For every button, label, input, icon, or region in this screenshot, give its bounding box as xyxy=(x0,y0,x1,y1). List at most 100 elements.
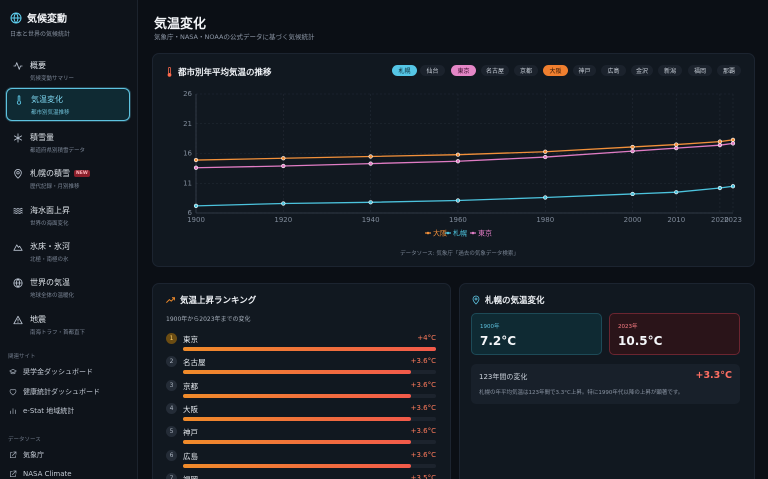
nav-item-0[interactable]: 概要 気候変動サマリー xyxy=(6,55,130,88)
sapporo-start-box: 1900年 7.2°C xyxy=(471,313,602,355)
ranking-row: 5 神戸 +3.6°C xyxy=(166,426,436,446)
nav-item-1[interactable]: 気温変化都市別気温推移 xyxy=(6,88,130,121)
sources-link-0[interactable]: 気象庁 xyxy=(9,450,44,460)
end-value: 10.5°C xyxy=(618,334,663,348)
rank-city: 広島 xyxy=(183,451,198,461)
ranking-note: 1900年から2023年までの変化 xyxy=(166,316,251,323)
rank-number: 6 xyxy=(166,449,177,461)
waves-icon xyxy=(13,207,23,214)
bar-chart-icon xyxy=(10,408,16,414)
sources-link-1[interactable]: NASA Climate xyxy=(9,470,72,478)
link-label: e-Stat 地域統計 xyxy=(23,407,75,415)
end-year: 2023年 xyxy=(618,324,638,330)
rank-bar-track xyxy=(183,416,436,421)
nav-item-label: 積雪量 xyxy=(30,133,54,142)
city-chip-2[interactable]: 東京 xyxy=(451,65,476,76)
city-chip-10[interactable]: 福岡 xyxy=(688,65,712,76)
ranking-title-text: 気温上昇ランキング xyxy=(180,296,257,306)
rank-value: +3.6°C xyxy=(410,357,436,366)
snowflake-icon xyxy=(13,133,23,143)
page-title: 気温変化 xyxy=(154,17,207,32)
chart-source-note: データソース: 気象庁「過去の気象データ検索」 xyxy=(400,251,519,257)
rank-bar-fill xyxy=(183,393,411,398)
related-sites-heading: 関連サイト xyxy=(8,354,36,360)
map-pin-icon xyxy=(472,295,480,305)
nav-item-sub: 南海トラフ・首都直下 xyxy=(30,330,86,336)
rank-city: 大阪 xyxy=(183,404,198,414)
link-label: 奨学金ダッシュボード xyxy=(23,368,93,376)
rank-value: +3.6°C xyxy=(410,403,436,412)
nav-item-2[interactable]: 積雪量都道府県別積雪データ xyxy=(6,127,130,160)
rank-city: 名古屋 xyxy=(183,358,206,368)
nav-item-label: 気温変化 xyxy=(31,95,63,104)
related-link-0[interactable]: 奨学金ダッシュボード xyxy=(9,367,93,377)
data-sources-heading: データソース xyxy=(8,437,41,443)
rank-value: +4°C xyxy=(417,334,436,342)
nav-item-4[interactable]: 海水面上昇 世界の海面変化 xyxy=(6,200,130,233)
alert-triangle-icon xyxy=(13,315,23,325)
rank-number: 2 xyxy=(166,356,177,368)
nav-item-sub: 都市別気温推移 xyxy=(31,110,70,116)
related-link-2[interactable]: e-Stat 地域統計 xyxy=(9,406,74,416)
rank-number: 1 xyxy=(166,333,177,344)
temperature-trend-title: 都市別年平均気温の推移 xyxy=(166,66,272,78)
nav-item-sub: 都道府県別積雪データ xyxy=(30,148,86,154)
nav-item-sub: 北極・南極の氷 xyxy=(30,257,69,263)
ranking-row: 3 京都 +3.6°C xyxy=(166,379,436,400)
new-badge: NEW xyxy=(74,170,90,177)
city-chip-6[interactable]: 神戸 xyxy=(573,65,596,76)
ranking-row: 7 福岡 +3.5°C xyxy=(166,472,436,479)
link-label: 健康統計ダッシュボード xyxy=(23,388,100,396)
nav-item-6[interactable]: 世界の気温地球全体の温暖化 xyxy=(6,272,130,305)
city-chip-9[interactable]: 新潟 xyxy=(658,65,682,76)
city-chip-0[interactable]: 札幌 xyxy=(392,65,417,76)
city-chip-7[interactable]: 広島 xyxy=(601,65,626,76)
city-chip-8[interactable]: 金沢 xyxy=(631,65,653,76)
rank-bar-track xyxy=(183,463,436,468)
nav-item-label: 海水面上昇 xyxy=(30,206,70,215)
rank-bar-fill xyxy=(183,416,411,421)
city-chip-3[interactable]: 名古屋 xyxy=(481,65,509,76)
nav-item-label: 世界の気温 xyxy=(30,278,70,287)
rank-city: 神戸 xyxy=(183,428,198,438)
start-year: 1900年 xyxy=(480,324,500,330)
nav-item-7[interactable]: 地震 南海トラフ・首都直下 xyxy=(6,309,130,342)
external-link-icon xyxy=(10,470,17,477)
city-chip-11[interactable]: 那覇 xyxy=(717,65,741,76)
nav-item-5[interactable]: 氷床・氷河北極・南極の氷 xyxy=(6,236,130,269)
page-subtitle: 気象庁・NASA・NOAAの公式データに基づく気候統計 xyxy=(154,33,315,41)
ranking-row: 1 東京 +4°C xyxy=(166,333,436,353)
brand[interactable]: 気候変動 日本と世界の気候統計 xyxy=(10,10,70,38)
related-link-1[interactable]: 健康統計ダッシュボード xyxy=(9,387,100,397)
nav-item-sub: 地球全体の温暖化 xyxy=(30,293,75,299)
temperature-trend-title-text: 都市別年平均気温の推移 xyxy=(178,68,272,78)
heart-icon xyxy=(9,389,17,396)
nav-item-sub: 気候変動サマリー xyxy=(30,76,75,82)
rank-value: +3.6°C xyxy=(410,380,436,389)
ranking-card xyxy=(152,283,451,479)
ranking-row: 2 名古屋 +3.6°C xyxy=(166,356,436,376)
thermometer-icon xyxy=(167,67,172,77)
ranking-title: 気温上昇ランキング xyxy=(166,294,256,306)
brand-subtitle: 日本と世界の気候統計 xyxy=(10,31,71,38)
rank-city: 東京 xyxy=(183,335,198,344)
nav-item-label: 氷床・氷河 xyxy=(30,242,70,251)
rank-number: 4 xyxy=(166,402,177,414)
rank-value: +3.5°C xyxy=(410,473,436,479)
city-chip-4[interactable]: 京都 xyxy=(514,65,538,76)
activity-icon xyxy=(13,62,23,70)
graduation-cap-icon xyxy=(9,369,17,375)
ranking-row: 4 大阪 +3.6°C xyxy=(166,402,436,423)
city-chip-1[interactable]: 仙台 xyxy=(420,65,445,76)
rank-value: +3.6°C xyxy=(410,427,436,436)
map-pin-icon xyxy=(14,169,22,179)
rank-bar-fill xyxy=(183,440,411,445)
rank-city: 福岡 xyxy=(183,474,198,479)
sapporo-end-box: 2023年 10.5°C xyxy=(609,313,740,355)
nav-item-label: 札幌の積雪 xyxy=(30,169,70,178)
city-chip-5[interactable]: 大阪 xyxy=(543,65,568,76)
nav-item-3[interactable]: 札幌の積雪 NEW 歴代記録・月別推移 xyxy=(6,163,130,196)
rank-bar-track xyxy=(183,440,436,445)
external-link-icon xyxy=(10,451,17,458)
mountain-icon xyxy=(13,244,23,251)
